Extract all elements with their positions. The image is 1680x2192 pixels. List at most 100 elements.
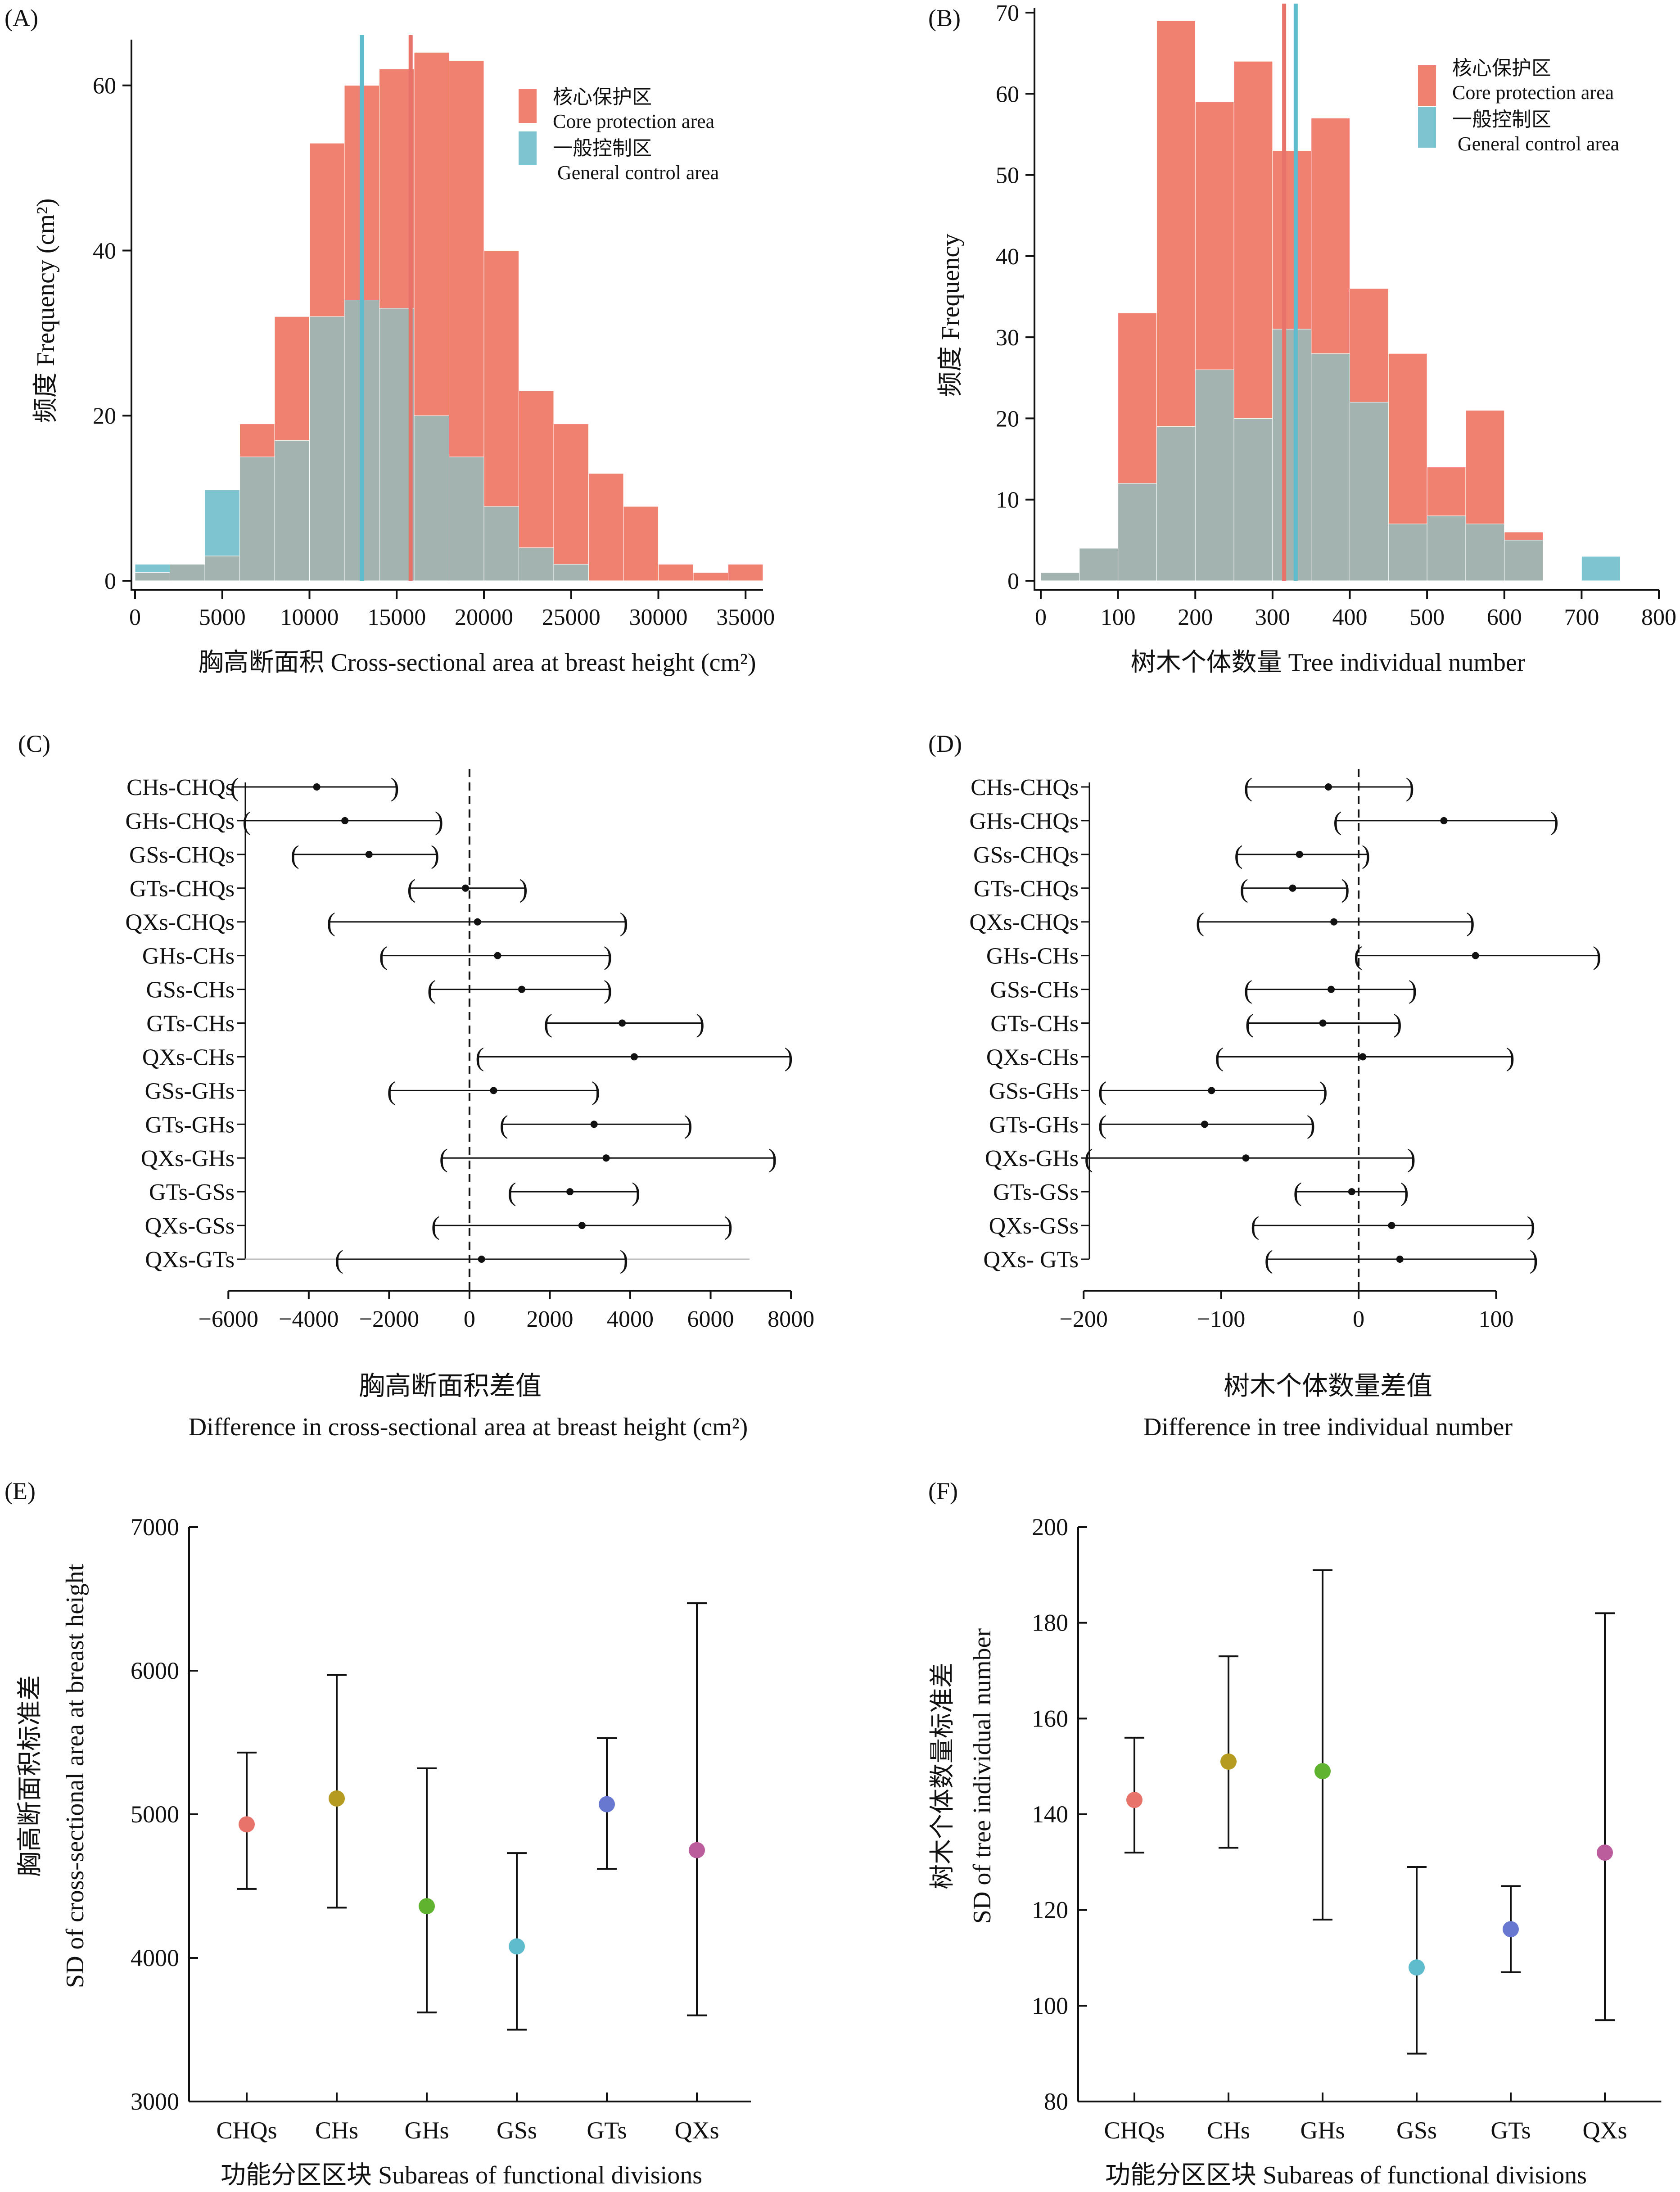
bar-overlap [553, 564, 589, 581]
estimate-point [1396, 1256, 1404, 1263]
bar-overlap [204, 556, 240, 581]
estimate-point [478, 1256, 485, 1263]
interval-lower-bracket: ( [1215, 1042, 1224, 1071]
comparison-label: QXs-CHQs [125, 910, 235, 936]
interval-upper-bracket: ) [1550, 806, 1558, 836]
bar-core [693, 572, 728, 581]
x-tick-label: −2000 [359, 1306, 419, 1332]
panel-d-x-label-en: Difference in tree individual number [1143, 1413, 1513, 1441]
interval-upper-bracket: ) [684, 1110, 692, 1139]
interval-lower-bracket: ( [290, 840, 299, 869]
interval-lower-bracket: ( [475, 1042, 484, 1071]
y-tick-label: 60 [996, 81, 1019, 107]
estimate-point [1201, 1121, 1208, 1128]
estimate-point [1296, 850, 1303, 858]
x-tick-label: 0 [1353, 1306, 1364, 1332]
interval-lower-bracket: ( [1244, 773, 1252, 802]
interval-upper-bracket: ) [519, 874, 528, 903]
interval-upper-bracket: ) [1407, 1143, 1416, 1173]
y-tick-label: 70 [996, 0, 1019, 26]
x-tick-label: 700 [1564, 605, 1599, 630]
estimate-point [494, 952, 501, 959]
estimate-point [518, 985, 525, 993]
interval-upper-bracket: ) [1526, 1211, 1535, 1240]
interval-lower-bracket: ( [427, 975, 436, 1004]
x-tick-label: −200 [1060, 1306, 1108, 1332]
panel-a-y-label: 频度 Frequency (cm²) [32, 199, 60, 423]
estimate-point [313, 783, 321, 791]
bar-overlap [379, 308, 415, 581]
comparison-label: GTs-CHQs [130, 876, 235, 902]
x-tick-label: 8000 [768, 1306, 814, 1332]
bar-general [135, 564, 170, 573]
bar-overlap [1040, 572, 1080, 581]
y-tick-label: 20 [93, 403, 116, 429]
estimate-point [1328, 985, 1335, 993]
sd-point [1220, 1754, 1237, 1770]
panel-e-x-label: 功能分区区块 Subareas of functional divisions [221, 2161, 702, 2189]
legend-swatch-general [1418, 107, 1436, 148]
legend-swatch-general [519, 131, 537, 165]
comparison-label: QXs-GTs [145, 1247, 235, 1273]
interval-upper-bracket: ) [1341, 874, 1350, 903]
legend-label-general-en: General control area [557, 162, 719, 184]
estimate-point [1388, 1222, 1395, 1229]
sd-point [1314, 1763, 1331, 1780]
y-tick-label: 60 [93, 73, 116, 99]
comparison-label: GTs-CHs [146, 1011, 235, 1037]
comparison-label: QXs-GHs [141, 1146, 235, 1171]
x-tick-label: CHs [1207, 2117, 1250, 2144]
legend-label-core-cn: 核心保护区 [553, 86, 652, 108]
interval-lower-bracket: ( [407, 874, 415, 903]
estimate-point [1208, 1087, 1215, 1094]
x-tick-label: 0 [1035, 605, 1047, 630]
panel-b-y-label: 频度 Frequency [937, 234, 965, 397]
y-tick-label: 10 [996, 488, 1019, 513]
bar-overlap [414, 415, 449, 581]
sd-point [1503, 1921, 1519, 1938]
bar-overlap [1272, 329, 1312, 581]
interval-upper-bracket: ) [784, 1042, 793, 1071]
legend-label-general-cn: 一般控制区 [553, 137, 652, 159]
x-tick-label: GSs [497, 2117, 537, 2144]
panel-a-axes: 0 5000 10000 15000 20000 25000 30000 35000 0 20 40… [93, 40, 775, 630]
comparison-label: GSs-CHQs [973, 842, 1079, 868]
panel-b-histogram: (B) 0 100 200 300 400 500 600 700 800 0 10 20 30 40 50… [928, 0, 1676, 677]
interval-upper-bracket: ) [1466, 908, 1475, 937]
interval-lower-bracket: ( [1293, 1177, 1302, 1207]
interval-upper-bracket: ) [1307, 1110, 1315, 1139]
x-tick-label: CHQs [1104, 2117, 1165, 2144]
interval-lower-bracket: ( [1245, 1009, 1254, 1038]
estimate-point [365, 850, 373, 858]
panel-e-y-label-cn: 胸高断面积标准差 [16, 1675, 44, 1877]
panel-d-plot: CHs-CHQs () GHs-CHQs () GSs-CHQs () GTs-CHQs ()… [969, 769, 1601, 1332]
panel-f-sd-plot: (F) 80 100 120 140 160 180 200 CHQs CHs GHs GSs GTs… [928, 1478, 1662, 2189]
comparison-label: QXs-CHQs [969, 910, 1079, 936]
y-tick-label: 50 [996, 163, 1019, 189]
comparison-label: GHs-CHs [142, 944, 235, 969]
panel-e-sd-plot: (E) 3000 4000 5000 6000 7000 CHQs CHs GHs GSs GTs… [5, 1478, 751, 2189]
x-tick-label: QXs [1582, 2117, 1627, 2144]
panel-e-y-label-en: SD of cross-sectional area at breast hei… [61, 1564, 89, 1988]
panel-b-bars [1040, 4, 1621, 581]
comparison-label: QXs-GSs [145, 1213, 235, 1239]
comparison-label: GTs-GSs [993, 1180, 1079, 1205]
bar-overlap [1350, 402, 1389, 581]
comparison-label: GTs-GSs [149, 1180, 235, 1205]
comparison-label: GSs-GHs [145, 1078, 235, 1104]
estimate-point [1319, 1019, 1327, 1027]
panel-b-axes: 0 100 200 300 400 500 600 700 800 0 10 20 30 40 50 60 70 [996, 0, 1676, 630]
interval-lower-bracket: ( [1354, 941, 1362, 971]
interval-lower-bracket: ( [1240, 874, 1248, 903]
legend-label-general-cn: 一般控制区 [1452, 108, 1551, 131]
x-tick-label: GHs [404, 2117, 449, 2144]
x-tick-label: GSs [1396, 2117, 1437, 2144]
interval-lower-bracket: ( [242, 806, 251, 836]
estimate-point [490, 1087, 497, 1094]
estimate-point [1440, 817, 1448, 824]
interval-upper-bracket: ) [696, 1009, 705, 1038]
estimate-point [1289, 884, 1296, 892]
bar-overlap [1311, 353, 1350, 581]
interval-upper-bracket: ) [1406, 773, 1414, 802]
bar-overlap [1465, 524, 1505, 581]
